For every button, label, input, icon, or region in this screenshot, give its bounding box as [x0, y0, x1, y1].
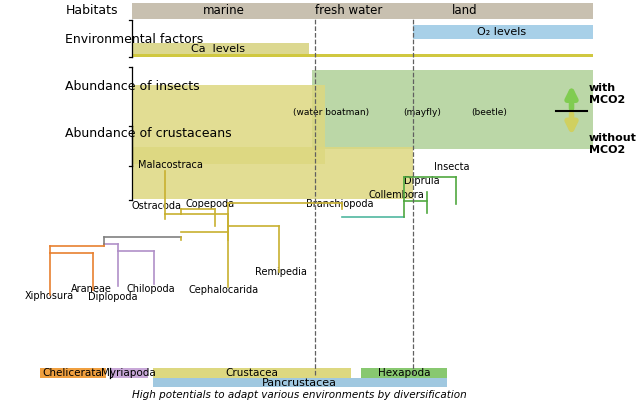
Text: (beetle): (beetle)	[471, 108, 507, 117]
Bar	[132, 54, 593, 57]
Text: Araneae: Araneae	[71, 284, 112, 294]
Text: land: land	[452, 4, 478, 17]
Bar	[132, 2, 593, 19]
Text: without
MCO2: without MCO2	[589, 133, 636, 155]
Text: Crustacea: Crustacea	[225, 368, 278, 378]
Text: Cephalocarida: Cephalocarida	[189, 285, 259, 295]
Text: Diprula: Diprula	[404, 176, 440, 186]
Text: Environmental factors: Environmental factors	[65, 34, 204, 46]
Text: Ostracoda: Ostracoda	[132, 201, 182, 211]
Text: Remipedia: Remipedia	[255, 267, 307, 277]
Text: marine: marine	[203, 4, 245, 17]
Text: (water boatman): (water boatman)	[293, 108, 369, 117]
Text: Branchiopoda: Branchiopoda	[306, 199, 374, 209]
Bar	[40, 368, 106, 378]
Bar	[110, 368, 148, 378]
Bar	[413, 25, 593, 39]
Bar	[153, 378, 447, 387]
Text: Copepoda: Copepoda	[186, 199, 234, 209]
Text: Habitats: Habitats	[65, 4, 118, 17]
Text: with
MCO2: with MCO2	[589, 83, 625, 105]
Text: Collembora: Collembora	[369, 190, 424, 200]
Bar	[313, 70, 593, 149]
Text: Abundance of insects: Abundance of insects	[65, 80, 200, 94]
Text: (mayfly): (mayfly)	[403, 108, 441, 117]
Bar	[132, 147, 413, 199]
Text: Abundance of crustaceans: Abundance of crustaceans	[65, 127, 232, 140]
Text: Chilopoda: Chilopoda	[126, 284, 175, 294]
Bar	[153, 368, 351, 378]
Text: Chelicerata: Chelicerata	[43, 368, 103, 378]
Text: fresh water: fresh water	[315, 4, 383, 17]
Text: High potentials to adapt various environments by diversification: High potentials to adapt various environ…	[132, 390, 467, 400]
Text: Diplopoda: Diplopoda	[88, 292, 138, 302]
Text: Xiphosura: Xiphosura	[24, 291, 74, 301]
Text: Malacostraca: Malacostraca	[139, 160, 204, 170]
Text: O₂ levels: O₂ levels	[477, 27, 526, 37]
Bar	[132, 85, 325, 164]
Text: Hexapoda: Hexapoda	[377, 368, 430, 378]
Text: Ca  levels: Ca levels	[191, 44, 245, 54]
Bar	[361, 368, 447, 378]
Text: Insecta: Insecta	[433, 162, 469, 172]
Bar	[132, 43, 309, 54]
Text: Pancrustacea: Pancrustacea	[262, 378, 337, 388]
Text: Myriapoda: Myriapoda	[101, 368, 156, 378]
